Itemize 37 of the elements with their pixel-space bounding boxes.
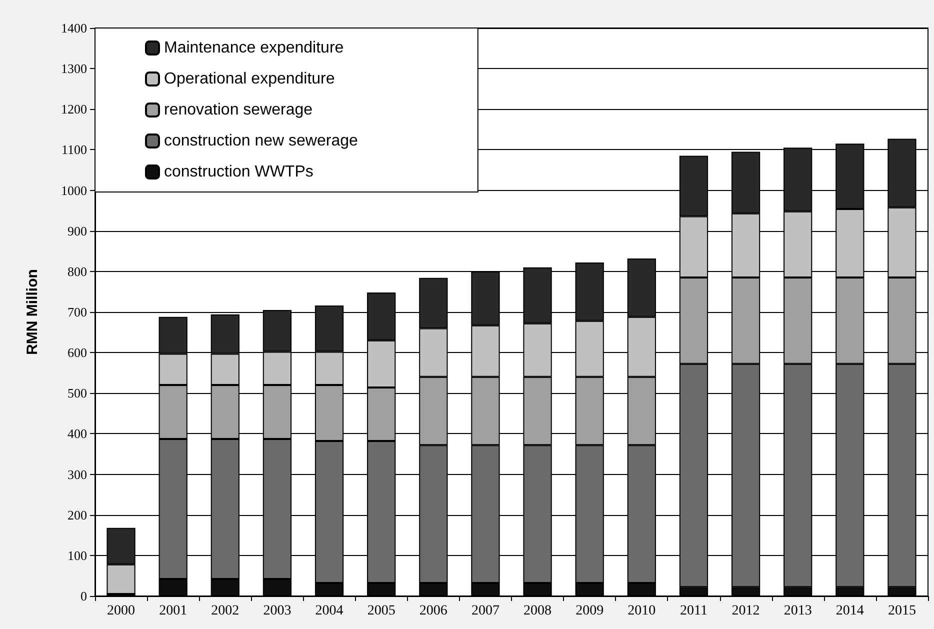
y-tick-label: 300	[68, 466, 87, 482]
y-tick-label: 600	[68, 345, 87, 360]
x-tick-label: 2010	[628, 604, 656, 618]
x-tick-label: 2009	[576, 604, 604, 618]
y-tick-label: 700	[68, 304, 87, 320]
x-tick-label: 2003	[263, 604, 292, 618]
y-tick-label: 800	[68, 264, 87, 279]
x-tick-label: 2005	[367, 604, 396, 618]
y-tick-label: 1100	[61, 142, 87, 158]
y-axis-title: RMN Million	[24, 269, 41, 355]
x-tick-label: 2004	[315, 604, 344, 618]
legend-label: construction new sewerage	[164, 132, 358, 150]
legend-label: Maintenance expenditure	[164, 40, 344, 56]
y-tick-label: 100	[68, 548, 87, 563]
x-tick-label: 2002	[211, 604, 240, 618]
x-tick-label: 2001	[159, 604, 188, 618]
legend-label: construction WWTPs	[164, 164, 314, 180]
y-tick-label: 1200	[61, 102, 87, 117]
x-tick-label: 2011	[680, 604, 708, 618]
legend-label: Operational expenditure	[164, 70, 335, 88]
x-tick-label: 2012	[732, 604, 760, 618]
y-tick-label: 1400	[61, 20, 87, 36]
x-tick-label: 2013	[784, 604, 812, 618]
x-tick-label: 2014	[836, 604, 864, 618]
y-tick-label: 0	[80, 588, 87, 604]
x-tick-label: 2006	[419, 604, 448, 618]
x-tick-label: 2015	[888, 604, 916, 618]
x-tick-label: 2007	[471, 604, 500, 618]
y-tick-label: 1000	[61, 182, 87, 198]
x-tick-label: 2000	[107, 604, 136, 618]
y-tick-label: 900	[68, 223, 87, 238]
y-tick-label: 200	[68, 507, 87, 522]
y-tick-label: 1300	[61, 61, 87, 76]
legend-label: renovation sewerage	[164, 102, 313, 118]
y-tick-label: 400	[68, 426, 87, 442]
x-tick-label: 2008	[524, 604, 552, 618]
y-tick-label: 500	[68, 386, 87, 401]
